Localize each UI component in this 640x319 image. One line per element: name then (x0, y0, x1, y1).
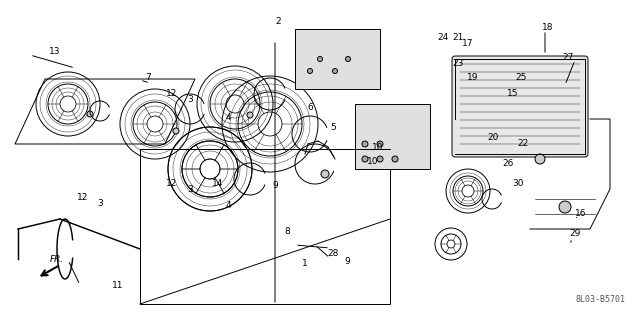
Text: 12: 12 (166, 179, 178, 188)
Text: 9: 9 (272, 181, 278, 189)
Text: 30: 30 (512, 179, 524, 188)
Text: 25: 25 (515, 73, 527, 83)
Text: 12: 12 (166, 88, 178, 98)
Bar (295, 29, 380, 89)
Text: 3: 3 (97, 199, 103, 209)
Text: 14: 14 (212, 179, 224, 188)
Circle shape (247, 112, 253, 118)
Circle shape (362, 156, 368, 162)
Text: 6: 6 (307, 102, 313, 112)
Text: 3: 3 (187, 95, 193, 105)
Circle shape (535, 154, 545, 164)
Text: 26: 26 (502, 159, 514, 167)
Text: 18: 18 (542, 24, 554, 33)
Circle shape (362, 141, 368, 147)
Circle shape (87, 111, 93, 117)
Circle shape (377, 156, 383, 162)
Circle shape (317, 56, 323, 62)
Text: 4: 4 (225, 201, 231, 210)
Text: 1: 1 (302, 258, 308, 268)
Bar (355, 104, 430, 169)
Text: 29: 29 (570, 228, 580, 238)
Text: 9: 9 (344, 257, 350, 266)
Text: 2: 2 (275, 18, 281, 26)
Circle shape (559, 201, 571, 213)
Circle shape (333, 69, 337, 73)
Circle shape (377, 141, 383, 147)
Circle shape (307, 69, 312, 73)
FancyBboxPatch shape (452, 56, 588, 157)
Text: 21: 21 (452, 33, 464, 42)
Text: 20: 20 (487, 133, 499, 143)
Text: 22: 22 (517, 138, 529, 147)
Text: 28: 28 (327, 249, 339, 257)
Text: 17: 17 (462, 39, 474, 48)
Text: 27: 27 (563, 54, 573, 63)
Text: 12: 12 (77, 194, 89, 203)
Text: 8: 8 (284, 227, 290, 236)
Text: 5: 5 (330, 123, 336, 132)
Text: 10: 10 (372, 144, 384, 152)
Text: 3: 3 (187, 186, 193, 195)
Text: 23: 23 (452, 58, 464, 68)
Text: 4: 4 (225, 114, 231, 122)
Text: 11: 11 (112, 280, 124, 290)
Text: 8L03-B5701: 8L03-B5701 (575, 294, 625, 303)
Circle shape (173, 128, 179, 134)
Text: 10: 10 (367, 158, 379, 167)
Text: 16: 16 (575, 209, 587, 218)
Text: FR.: FR. (50, 255, 64, 264)
Text: 7: 7 (145, 73, 151, 83)
Circle shape (392, 156, 398, 162)
Text: 24: 24 (437, 33, 449, 42)
Text: 13: 13 (49, 48, 61, 56)
Circle shape (321, 170, 329, 178)
Circle shape (346, 56, 351, 62)
Text: 19: 19 (467, 73, 479, 83)
Text: 15: 15 (508, 88, 519, 98)
